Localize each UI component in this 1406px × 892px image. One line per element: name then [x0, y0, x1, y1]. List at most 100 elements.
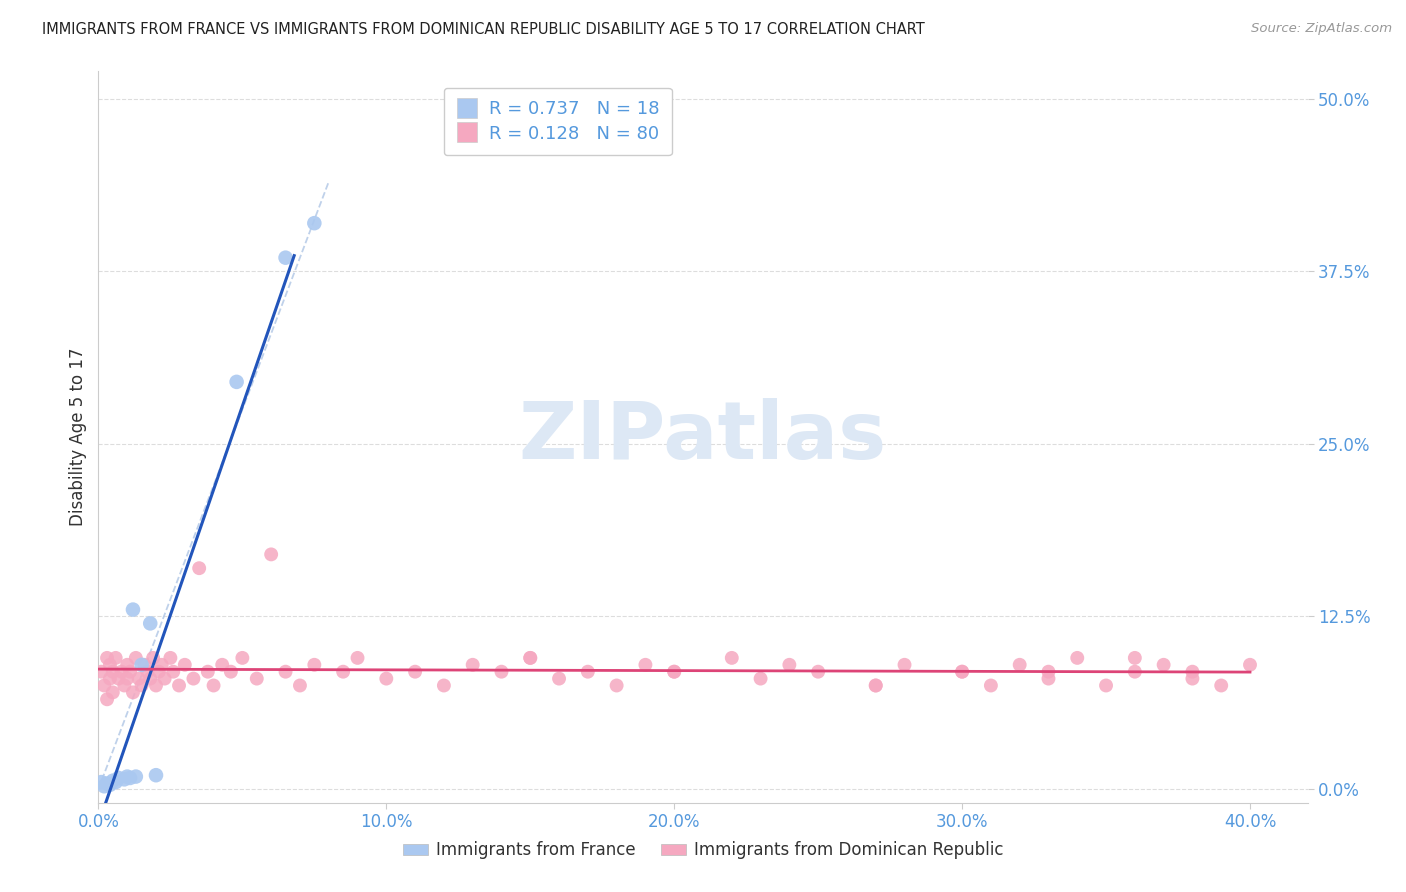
Point: [98, 778, 121, 792]
Point: [173, 657, 195, 672]
Point: [950, 665, 973, 679]
Point: [274, 665, 297, 679]
Point: [167, 678, 190, 692]
Point: [576, 665, 599, 679]
Point: [606, 678, 628, 692]
Point: [188, 561, 211, 575]
Point: [304, 216, 326, 230]
Point: [183, 672, 205, 686]
Point: [115, 672, 138, 686]
Point: [96, 651, 118, 665]
Point: [461, 657, 484, 672]
Point: [778, 657, 800, 672]
Point: [115, 657, 138, 672]
Point: [101, 773, 124, 788]
Point: [865, 678, 887, 692]
Point: [90, 775, 112, 789]
Point: [346, 651, 368, 665]
Point: [107, 672, 129, 686]
Point: [1066, 651, 1088, 665]
Point: [139, 616, 162, 631]
Point: [1038, 672, 1060, 686]
Point: [219, 665, 242, 679]
Text: Source: ZipAtlas.com: Source: ZipAtlas.com: [1251, 22, 1392, 36]
Point: [128, 672, 150, 686]
Point: [225, 375, 247, 389]
Point: [1181, 665, 1204, 679]
Point: [202, 678, 225, 692]
Point: [980, 678, 1002, 692]
Point: [519, 651, 541, 665]
Point: [139, 672, 162, 686]
Point: [145, 678, 167, 692]
Point: [260, 548, 283, 562]
Point: [162, 665, 184, 679]
Point: [134, 657, 156, 672]
Point: [142, 651, 165, 665]
Point: [150, 657, 173, 672]
Point: [1095, 678, 1118, 692]
Point: [1181, 672, 1204, 686]
Point: [664, 665, 686, 679]
Point: [332, 665, 354, 679]
Point: [1211, 678, 1233, 692]
Point: [101, 665, 124, 679]
Point: [950, 665, 973, 679]
Point: [893, 657, 915, 672]
Point: [120, 771, 142, 785]
Point: [1008, 657, 1031, 672]
Point: [131, 657, 153, 672]
Text: ZIPatlas: ZIPatlas: [519, 398, 887, 476]
Point: [433, 678, 456, 692]
Point: [231, 651, 253, 665]
Point: [110, 665, 132, 679]
Point: [131, 678, 153, 692]
Point: [122, 602, 145, 616]
Y-axis label: Disability Age 5 to 17: Disability Age 5 to 17: [69, 348, 87, 526]
Point: [96, 776, 118, 790]
Point: [1153, 657, 1175, 672]
Point: [93, 678, 115, 692]
Point: [211, 657, 233, 672]
Point: [159, 651, 181, 665]
Point: [634, 657, 657, 672]
Point: [90, 665, 112, 679]
Point: [807, 665, 830, 679]
Point: [491, 665, 513, 679]
Point: [1239, 657, 1261, 672]
Point: [98, 672, 121, 686]
Legend: Immigrants from France, Immigrants from Dominican Republic: Immigrants from France, Immigrants from …: [394, 833, 1012, 868]
Point: [274, 251, 297, 265]
Point: [125, 651, 148, 665]
Point: [145, 768, 167, 782]
Point: [148, 665, 170, 679]
Point: [548, 672, 571, 686]
Point: [115, 770, 138, 784]
Point: [104, 651, 127, 665]
Point: [519, 651, 541, 665]
Point: [136, 665, 159, 679]
Point: [1123, 665, 1146, 679]
Point: [98, 657, 121, 672]
Point: [246, 672, 269, 686]
Point: [865, 678, 887, 692]
Point: [112, 678, 135, 692]
Point: [288, 678, 311, 692]
Point: [304, 657, 326, 672]
Point: [197, 665, 219, 679]
Point: [375, 672, 398, 686]
Point: [101, 685, 124, 699]
Point: [1038, 665, 1060, 679]
Text: IMMIGRANTS FROM FRANCE VS IMMIGRANTS FROM DOMINICAN REPUBLIC DISABILITY AGE 5 TO: IMMIGRANTS FROM FRANCE VS IMMIGRANTS FRO…: [42, 22, 925, 37]
Point: [720, 651, 742, 665]
Point: [96, 692, 118, 706]
Point: [664, 665, 686, 679]
Point: [107, 771, 129, 785]
Point: [1123, 651, 1146, 665]
Point: [153, 672, 176, 686]
Point: [112, 772, 135, 787]
Point: [749, 672, 772, 686]
Point: [122, 685, 145, 699]
Point: [93, 779, 115, 793]
Point: [104, 775, 127, 789]
